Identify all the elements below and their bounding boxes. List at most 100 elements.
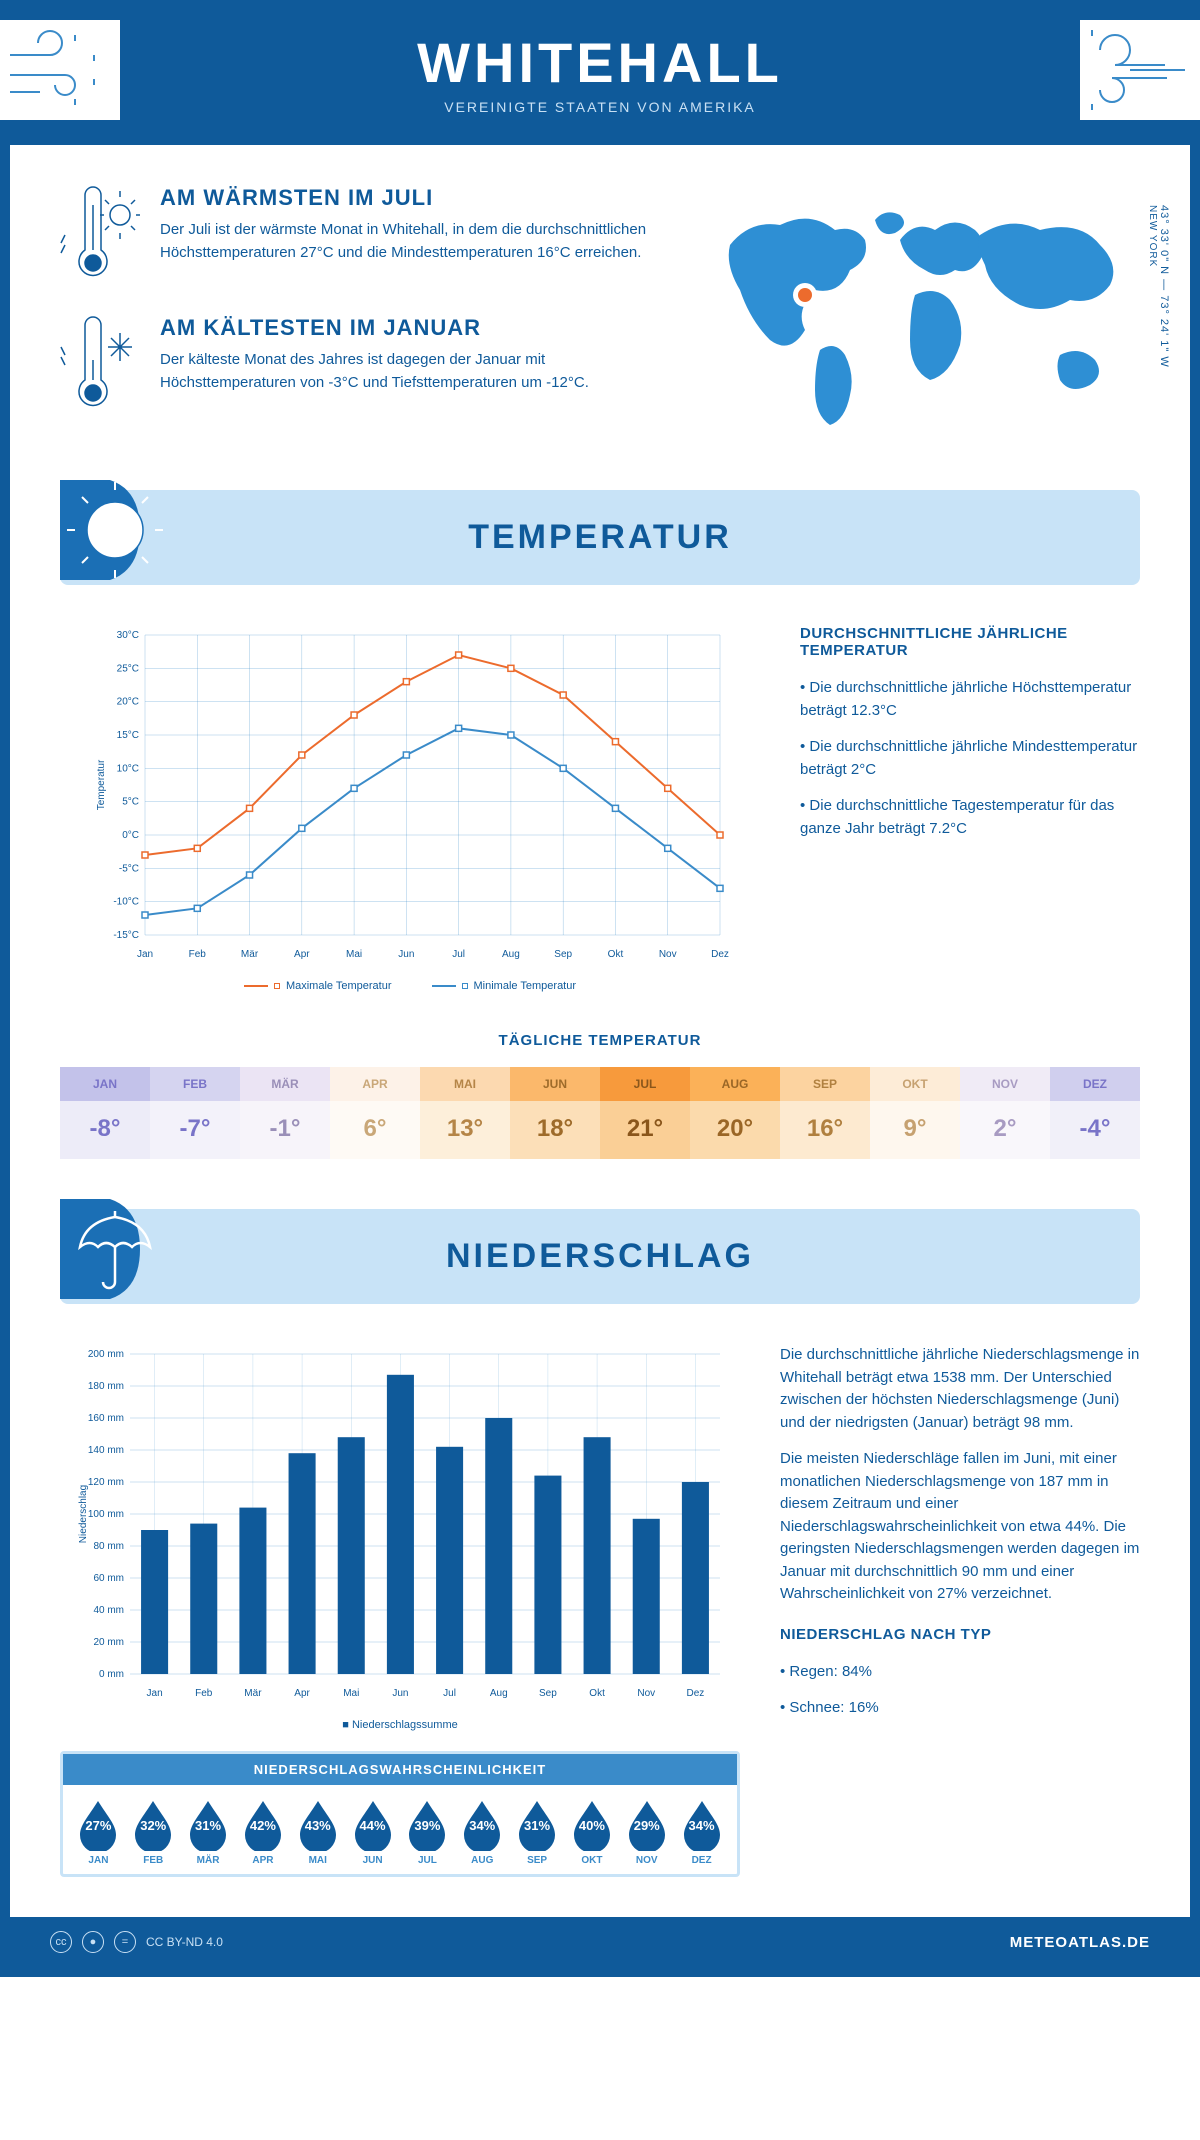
precip-summary: Die durchschnittliche jährliche Niedersc… bbox=[780, 1344, 1140, 1877]
svg-text:Mai: Mai bbox=[346, 949, 362, 960]
warmest-title: AM WÄRMSTEN IM JULI bbox=[160, 185, 660, 211]
svg-text:-15°C: -15°C bbox=[113, 930, 139, 941]
facts-column: AM WÄRMSTEN IM JULI Der Juli ist der wär… bbox=[60, 185, 660, 450]
header: WHITEHALL VEREINIGTE STAATEN VON AMERIKA bbox=[10, 10, 1190, 145]
svg-text:Okt: Okt bbox=[608, 949, 624, 960]
daily-temp-heading: TÄGLICHE TEMPERATUR bbox=[60, 1032, 1140, 1049]
svg-text:Jun: Jun bbox=[398, 949, 414, 960]
svg-text:200 mm: 200 mm bbox=[88, 1349, 124, 1360]
svg-text:Sep: Sep bbox=[554, 949, 572, 960]
temperature-chart: -15°C -10°C -5°C 0°C 5°C 10°C 15°C 20°C 25°C 30°C… bbox=[60, 625, 760, 992]
svg-text:-10°C: -10°C bbox=[113, 897, 139, 908]
probability-box: NIEDERSCHLAGSWAHRSCHEINLICHKEIT 27%JAN32… bbox=[60, 1751, 740, 1877]
prob-cell: 34%DEZ bbox=[674, 1797, 729, 1866]
svg-text:5°C: 5°C bbox=[122, 797, 139, 808]
temperature-summary: DURCHSCHNITTLICHE JÄHRLICHE TEMPERATUR •… bbox=[800, 625, 1140, 992]
precip-chart: 0 mm 20 mm 40 mm 60 mm 80 mm 100 mm 120 mm 140 … bbox=[60, 1344, 740, 1704]
thermometer-sun-icon bbox=[60, 185, 140, 285]
by-icon: ● bbox=[82, 1931, 104, 1953]
prob-cell: 31%SEP bbox=[510, 1797, 565, 1866]
svg-text:60 mm: 60 mm bbox=[93, 1573, 124, 1584]
svg-text:20 mm: 20 mm bbox=[93, 1637, 124, 1648]
svg-text:120 mm: 120 mm bbox=[88, 1477, 124, 1488]
svg-text:Jan: Jan bbox=[147, 1688, 163, 1699]
svg-text:Mai: Mai bbox=[343, 1688, 359, 1699]
prob-cell: 40%OKT bbox=[564, 1797, 619, 1866]
svg-text:Sep: Sep bbox=[539, 1688, 557, 1699]
svg-text:Dez: Dez bbox=[711, 949, 729, 960]
svg-text:0°C: 0°C bbox=[122, 830, 139, 841]
warmest-text: Der Juli ist der wärmste Monat in Whiteh… bbox=[160, 219, 660, 264]
coordinates: 43° 33' 0" N — 73° 24' 1" W NEW YORK bbox=[1146, 205, 1170, 368]
svg-text:160 mm: 160 mm bbox=[88, 1413, 124, 1424]
svg-text:Jul: Jul bbox=[452, 949, 465, 960]
svg-text:Dez: Dez bbox=[687, 1688, 705, 1699]
thermometer-snow-icon bbox=[60, 315, 140, 415]
svg-text:Temperatur: Temperatur bbox=[96, 759, 107, 810]
prob-cell: 31%MÄR bbox=[181, 1797, 236, 1866]
svg-text:Niederschlag: Niederschlag bbox=[78, 1485, 89, 1543]
umbrella-icon bbox=[60, 1199, 180, 1309]
brand: METEOATLAS.DE bbox=[1010, 1934, 1150, 1951]
svg-text:10°C: 10°C bbox=[117, 763, 139, 774]
svg-text:140 mm: 140 mm bbox=[88, 1445, 124, 1456]
svg-text:Nov: Nov bbox=[637, 1688, 655, 1699]
svg-text:Jan: Jan bbox=[137, 949, 153, 960]
wind-icon-left bbox=[0, 20, 120, 120]
temp-legend: Maximale Temperatur Minimale Temperatur bbox=[60, 980, 760, 992]
svg-text:Jul: Jul bbox=[443, 1688, 456, 1699]
coldest-title: AM KÄLTESTEN IM JANUAR bbox=[160, 315, 660, 341]
content: AM WÄRMSTEN IM JULI Der Juli ist der wär… bbox=[10, 145, 1190, 1917]
precip-left: 0 mm 20 mm 40 mm 60 mm 80 mm 100 mm 120 mm 140 … bbox=[60, 1344, 740, 1877]
temperature-heading: TEMPERATUR bbox=[60, 518, 1140, 557]
page-frame: WHITEHALL VEREINIGTE STAATEN VON AMERIKA… bbox=[0, 0, 1200, 1977]
precip-banner: NIEDERSCHLAG bbox=[60, 1209, 1140, 1304]
sun-icon bbox=[60, 480, 180, 590]
footer: cc ● = CC BY-ND 4.0 METEOATLAS.DE bbox=[10, 1917, 1190, 1967]
svg-text:-5°C: -5°C bbox=[119, 863, 139, 874]
license: cc ● = CC BY-ND 4.0 bbox=[50, 1931, 223, 1953]
wind-icon-right bbox=[1080, 20, 1200, 120]
svg-text:Feb: Feb bbox=[189, 949, 207, 960]
svg-text:Aug: Aug bbox=[490, 1688, 508, 1699]
prob-cell: 29%NOV bbox=[619, 1797, 674, 1866]
svg-text:25°C: 25°C bbox=[117, 663, 139, 674]
prob-cell: 32%FEB bbox=[126, 1797, 181, 1866]
svg-text:Okt: Okt bbox=[589, 1688, 605, 1699]
precip-heading: NIEDERSCHLAG bbox=[60, 1237, 1140, 1276]
svg-text:Apr: Apr bbox=[294, 1688, 310, 1699]
svg-text:Feb: Feb bbox=[195, 1688, 213, 1699]
nd-icon: = bbox=[114, 1931, 136, 1953]
svg-text:0 mm: 0 mm bbox=[99, 1669, 124, 1680]
coldest-fact: AM KÄLTESTEN IM JANUAR Der kälteste Mona… bbox=[60, 315, 660, 415]
page-title: WHITEHALL bbox=[50, 30, 1150, 95]
prob-cell: 43%MAI bbox=[290, 1797, 345, 1866]
temperature-banner: TEMPERATUR bbox=[60, 490, 1140, 585]
world-map-icon bbox=[700, 185, 1140, 445]
svg-text:Mär: Mär bbox=[241, 949, 259, 960]
precip-legend: ■ Niederschlagssumme bbox=[60, 1719, 740, 1731]
svg-text:Jun: Jun bbox=[392, 1688, 408, 1699]
page-subtitle: VEREINIGTE STAATEN VON AMERIKA bbox=[50, 99, 1150, 115]
prob-cell: 44%JUN bbox=[345, 1797, 400, 1866]
svg-text:40 mm: 40 mm bbox=[93, 1605, 124, 1616]
coldest-text: Der kälteste Monat des Jahres ist dagege… bbox=[160, 349, 660, 394]
map-column: 43° 33' 0" N — 73° 24' 1" W NEW YORK bbox=[700, 185, 1140, 450]
svg-text:Mär: Mär bbox=[244, 1688, 262, 1699]
svg-text:Nov: Nov bbox=[659, 949, 677, 960]
svg-text:30°C: 30°C bbox=[117, 630, 139, 641]
svg-text:100 mm: 100 mm bbox=[88, 1509, 124, 1520]
prob-cell: 39%JUL bbox=[400, 1797, 455, 1866]
prob-cell: 42%APR bbox=[235, 1797, 290, 1866]
svg-text:20°C: 20°C bbox=[117, 697, 139, 708]
svg-text:Aug: Aug bbox=[502, 949, 520, 960]
cc-icon: cc bbox=[50, 1931, 72, 1953]
prob-cell: 27%JAN bbox=[71, 1797, 126, 1866]
svg-text:15°C: 15°C bbox=[117, 730, 139, 741]
warmest-fact: AM WÄRMSTEN IM JULI Der Juli ist der wär… bbox=[60, 185, 660, 285]
svg-text:Apr: Apr bbox=[294, 949, 310, 960]
svg-text:180 mm: 180 mm bbox=[88, 1381, 124, 1392]
prob-cell: 34%AUG bbox=[455, 1797, 510, 1866]
daily-temp-grid: JAN-8°FEB-7°MÄR-1°APR6°MAI13°JUN18°JUL21… bbox=[60, 1065, 1140, 1159]
svg-text:80 mm: 80 mm bbox=[93, 1541, 124, 1552]
